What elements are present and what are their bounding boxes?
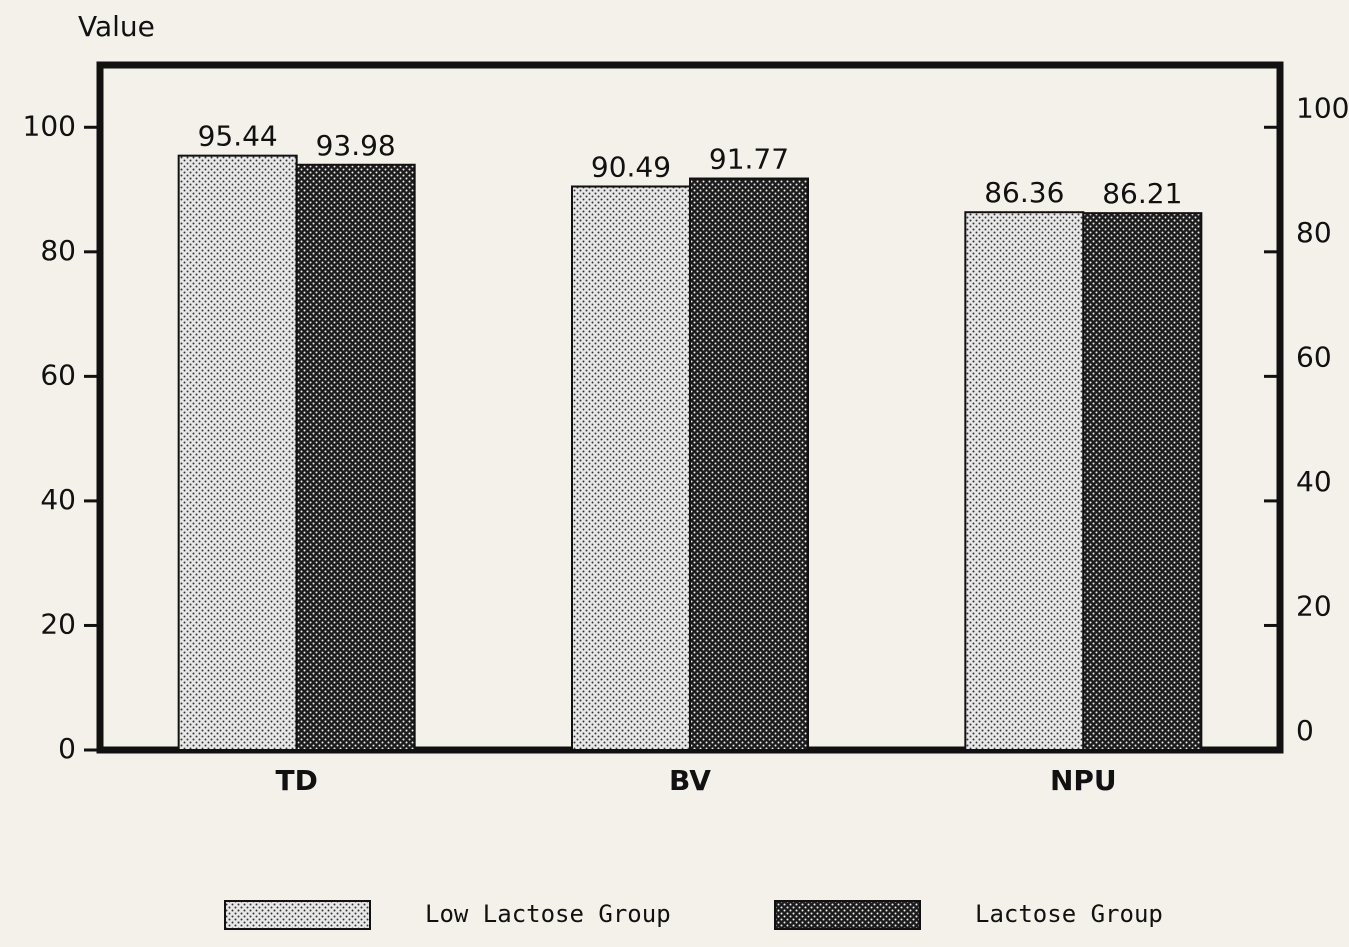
bar (179, 156, 297, 750)
chart: Value 0 20 40 60 80 100 0 20 40 60 80 100 95.44 93.98… (0, 0, 1349, 947)
value-label: 93.98 (316, 129, 396, 162)
y2-tick-label: 20 (1296, 589, 1332, 622)
legend-label: Low Lactose Group (425, 900, 671, 928)
y-axis-label: Value (78, 10, 155, 43)
x-tick-label: TD (275, 764, 317, 797)
bar (572, 186, 690, 750)
bar (965, 212, 1083, 750)
legend-label: Lactose Group (975, 900, 1163, 928)
value-label: 95.44 (198, 120, 278, 153)
bar (1083, 213, 1201, 750)
y-tick-label: 0 (58, 732, 76, 765)
y-tick-label: 100 (23, 109, 76, 142)
bar (297, 165, 415, 750)
legend-swatch (775, 901, 920, 929)
y-tick-label: 80 (40, 234, 76, 267)
y-tick-label: 20 (40, 607, 76, 640)
value-label: 86.21 (1102, 177, 1182, 210)
value-label: 86.36 (984, 176, 1064, 209)
y2-tick-label: 100 (1296, 91, 1349, 124)
y-tick-label: 60 (40, 358, 76, 391)
y2-tick-label: 60 (1296, 340, 1332, 373)
bar (690, 179, 808, 750)
x-tick-label: BV (669, 764, 711, 797)
y2-tick-label: 0 (1296, 714, 1314, 747)
value-label: 91.77 (709, 143, 789, 176)
x-tick-label: NPU (1050, 764, 1117, 797)
y-tick-label: 40 (40, 483, 76, 516)
y2-tick-label: 80 (1296, 216, 1332, 249)
legend-swatch (225, 901, 370, 929)
value-label: 90.49 (591, 150, 671, 183)
y2-tick-label: 40 (1296, 465, 1332, 498)
